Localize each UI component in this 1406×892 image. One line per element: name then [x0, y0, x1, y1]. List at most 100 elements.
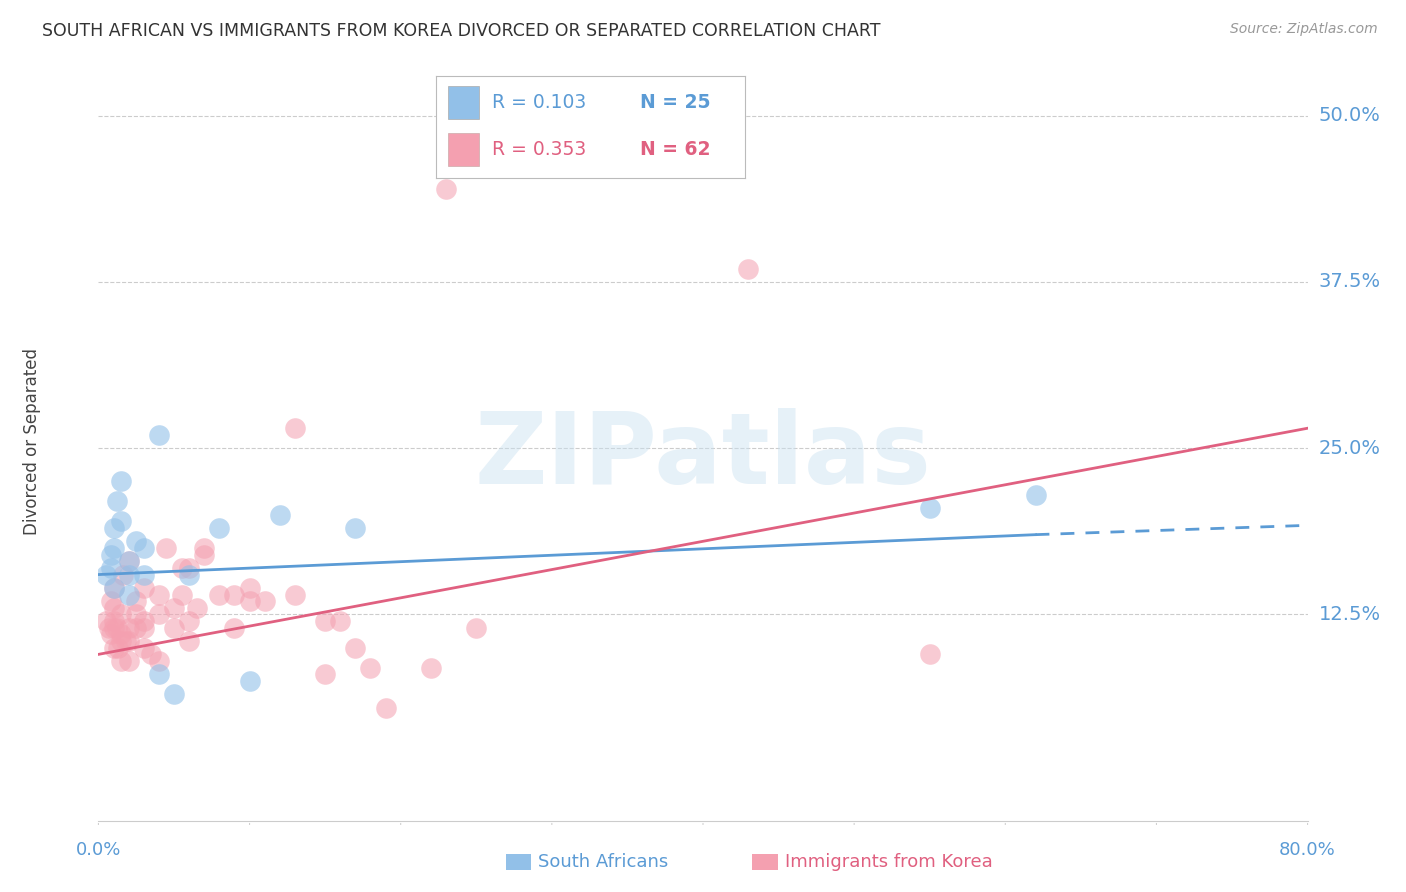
Point — [110, 514, 132, 528]
Point — [239, 673, 262, 688]
Point — [94, 567, 117, 582]
Point — [125, 607, 148, 622]
Point — [208, 521, 231, 535]
Point — [103, 621, 125, 635]
Text: 0.0%: 0.0% — [76, 840, 121, 859]
Point — [434, 182, 457, 196]
Point — [103, 614, 125, 628]
Point — [103, 541, 125, 555]
Point — [100, 548, 122, 562]
Point — [186, 600, 208, 615]
Point — [269, 508, 291, 522]
Point — [103, 640, 125, 655]
Point — [329, 614, 352, 628]
Text: 12.5%: 12.5% — [1319, 605, 1381, 624]
Point — [148, 587, 170, 601]
Point — [118, 587, 141, 601]
Point — [125, 534, 148, 549]
Point — [110, 627, 132, 641]
Text: SOUTH AFRICAN VS IMMIGRANTS FROM KOREA DIVORCED OR SEPARATED CORRELATION CHART: SOUTH AFRICAN VS IMMIGRANTS FROM KOREA D… — [42, 22, 880, 40]
Point — [132, 541, 155, 555]
Text: South Africans: South Africans — [538, 853, 669, 871]
Point — [193, 541, 215, 555]
Text: Divorced or Separated: Divorced or Separated — [22, 348, 41, 535]
Point — [170, 561, 193, 575]
Point — [179, 567, 201, 582]
Point — [163, 687, 186, 701]
Point — [118, 567, 141, 582]
Point — [132, 581, 155, 595]
Point — [170, 587, 193, 601]
Point — [132, 614, 155, 628]
Text: N = 25: N = 25 — [640, 93, 710, 112]
Point — [118, 634, 141, 648]
Point — [224, 621, 246, 635]
Point — [103, 600, 125, 615]
Point — [94, 614, 117, 628]
Point — [155, 541, 177, 555]
Point — [163, 600, 186, 615]
Text: N = 62: N = 62 — [640, 140, 710, 159]
Point — [105, 494, 128, 508]
Point — [114, 634, 136, 648]
Point — [132, 567, 155, 582]
Point — [344, 640, 367, 655]
Text: ZIPatlas: ZIPatlas — [475, 409, 931, 505]
Point — [107, 640, 129, 655]
Point — [179, 614, 201, 628]
Point — [208, 587, 231, 601]
Point — [103, 581, 125, 595]
Point — [314, 667, 336, 681]
Point — [918, 648, 941, 662]
Point — [110, 607, 132, 622]
Point — [141, 648, 163, 662]
Text: 25.0%: 25.0% — [1319, 439, 1381, 458]
Point — [110, 634, 132, 648]
Point — [284, 421, 307, 435]
Point — [253, 594, 276, 608]
Point — [918, 501, 941, 516]
Point — [224, 587, 246, 601]
Text: 37.5%: 37.5% — [1319, 272, 1381, 292]
Point — [132, 640, 155, 655]
Point — [193, 548, 215, 562]
Point — [118, 554, 141, 568]
Point — [100, 627, 122, 641]
Point — [132, 621, 155, 635]
Point — [284, 587, 307, 601]
Point — [420, 661, 443, 675]
Bar — [449, 87, 479, 119]
Point — [344, 521, 367, 535]
Point — [111, 567, 134, 582]
Text: 80.0%: 80.0% — [1279, 840, 1336, 859]
Text: 50.0%: 50.0% — [1319, 106, 1381, 125]
Point — [374, 700, 396, 714]
Point — [118, 654, 141, 668]
Point — [100, 594, 122, 608]
Point — [179, 561, 201, 575]
Point — [148, 428, 170, 442]
Point — [239, 581, 262, 595]
Text: R = 0.353: R = 0.353 — [492, 140, 586, 159]
Bar — [449, 133, 479, 166]
Point — [239, 594, 262, 608]
Point — [118, 621, 141, 635]
Point — [148, 667, 170, 681]
Point — [179, 634, 201, 648]
Point — [1024, 488, 1046, 502]
Point — [103, 581, 125, 595]
Point — [148, 607, 170, 622]
Point — [118, 554, 141, 568]
Point — [314, 614, 336, 628]
Point — [125, 594, 148, 608]
Text: Immigrants from Korea: Immigrants from Korea — [785, 853, 993, 871]
Point — [737, 261, 759, 276]
Text: Source: ZipAtlas.com: Source: ZipAtlas.com — [1230, 22, 1378, 37]
Point — [465, 621, 488, 635]
Point — [148, 654, 170, 668]
Point — [100, 561, 122, 575]
Point — [110, 654, 132, 668]
Point — [103, 521, 125, 535]
Point — [105, 621, 128, 635]
Point — [125, 621, 148, 635]
